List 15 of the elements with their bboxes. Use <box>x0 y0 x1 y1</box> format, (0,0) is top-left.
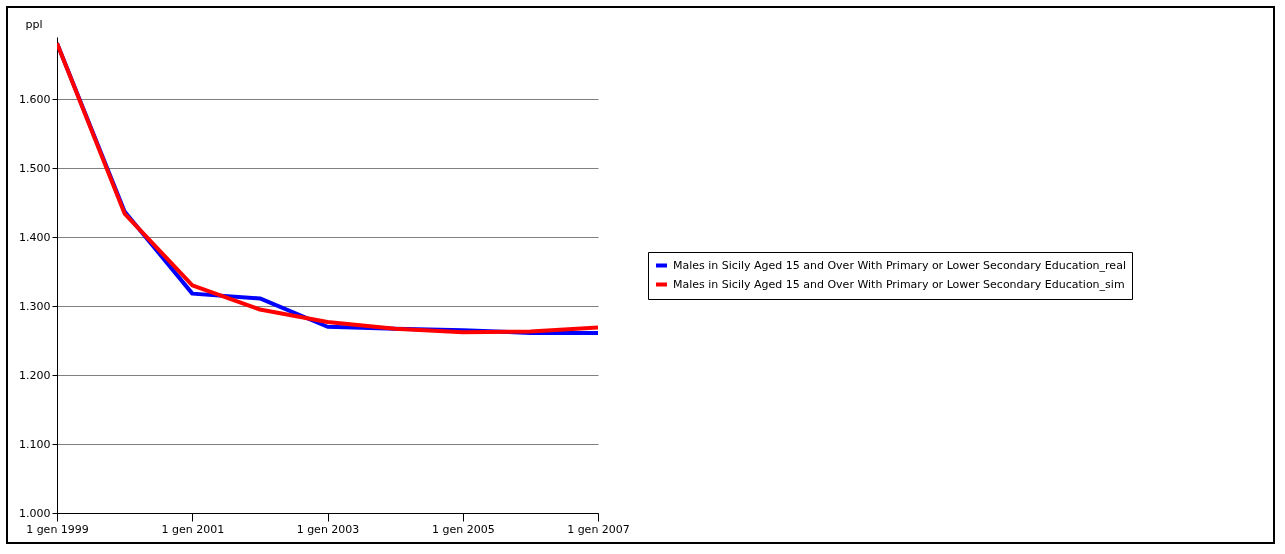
legend-label: Males in Sicily Aged 15 and Over With Primary or Lower Secondary Education_sim <box>673 277 1125 291</box>
y-tick-label: 1.500 <box>19 161 51 175</box>
y-tick-label: 1.100 <box>19 437 51 451</box>
y-tick-label: 1.000 <box>19 506 51 520</box>
y-tick-label: 1.400 <box>19 230 51 244</box>
x-tick-label: 1 gen 2001 <box>161 522 225 536</box>
y-tick-label: 1.300 <box>19 299 51 313</box>
x-tick-label: 1 gen 2005 <box>431 522 495 536</box>
y-axis-title: ppl <box>25 17 43 31</box>
y-tick-label: 1.200 <box>19 368 51 382</box>
x-tick-label: 1 gen 2007 <box>567 522 630 536</box>
y-tick-label: 1.600 <box>19 92 51 106</box>
x-tick-label: 1 gen 2003 <box>296 522 360 536</box>
x-tick-label: 1 gen 1999 <box>26 522 89 536</box>
legend-label: Males in Sicily Aged 15 and Over With Primary or Lower Secondary Education_real <box>673 258 1126 272</box>
